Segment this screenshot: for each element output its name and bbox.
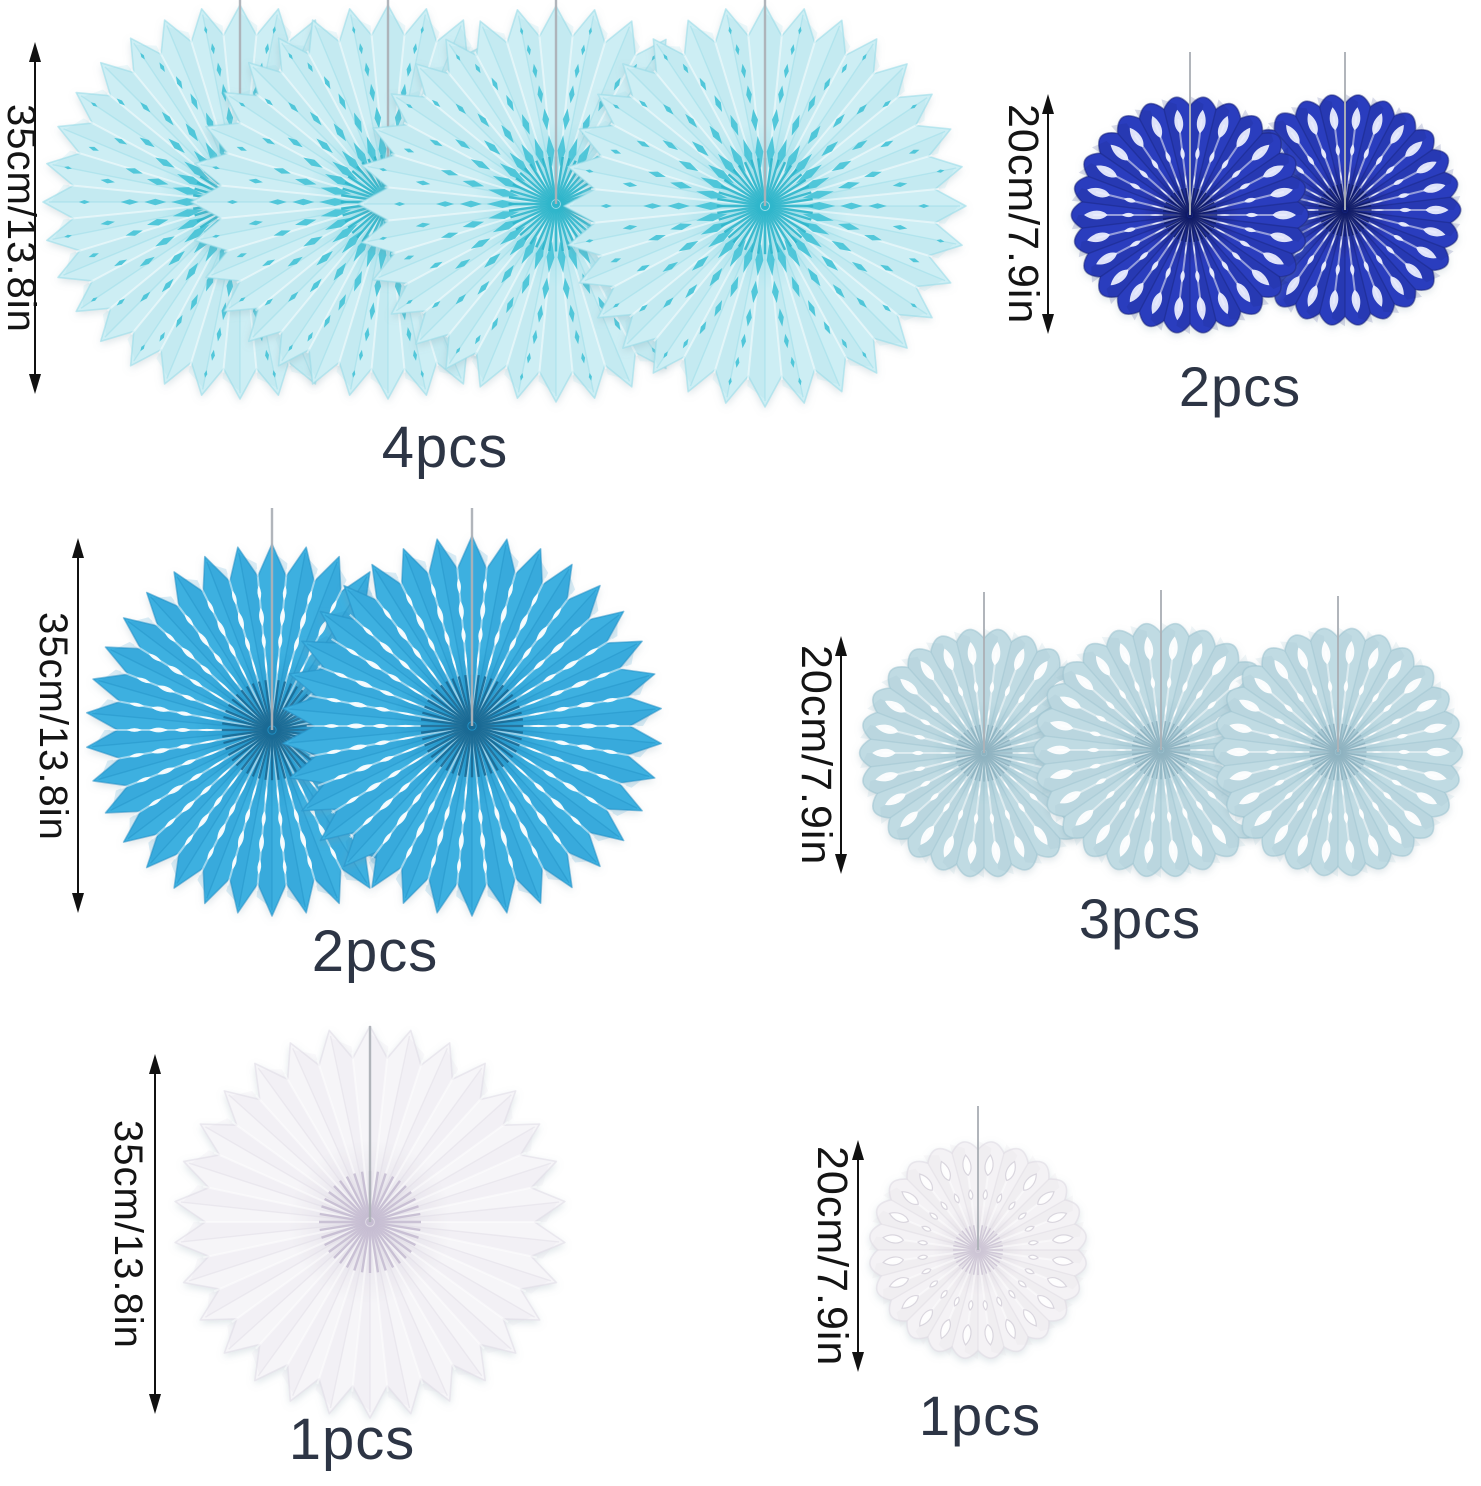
count-label: 1pcs bbox=[918, 1384, 1042, 1447]
fan-illustration-navy-small bbox=[1070, 52, 1462, 334]
paper-fan bbox=[282, 508, 662, 917]
paper-fan bbox=[868, 1106, 1088, 1360]
fan-illustration-white-large bbox=[174, 1025, 566, 1419]
fan-illustration-lightblue-small bbox=[858, 590, 1464, 878]
paper-fan bbox=[1212, 596, 1464, 877]
fan-illustration-cyan-large bbox=[42, 0, 967, 408]
count-label: 2pcs bbox=[311, 919, 439, 984]
paper-fan bbox=[1070, 52, 1310, 334]
dimension-label: 20cm/7.9in bbox=[999, 103, 1047, 325]
paper-fan bbox=[174, 1025, 566, 1419]
paper-fan bbox=[1032, 590, 1290, 878]
count-label: 4pcs bbox=[381, 415, 509, 480]
paper-fan bbox=[563, 0, 967, 408]
dimension-arrow-icon bbox=[148, 1054, 162, 1414]
count-label: 3pcs bbox=[1078, 887, 1202, 950]
dimension-label: 35cm/13.8in bbox=[31, 611, 75, 841]
fan-illustration-white-small bbox=[868, 1106, 1088, 1360]
dimension-arrow-icon bbox=[28, 42, 42, 394]
count-label: 2pcs bbox=[1178, 355, 1302, 418]
dimension-label: 20cm/7.9in bbox=[792, 644, 840, 866]
dimension-arrow-icon bbox=[1041, 94, 1055, 334]
dimension-arrow-icon bbox=[834, 636, 848, 874]
dimension-label: 20cm/7.9in bbox=[808, 1145, 856, 1367]
dimension-arrow-icon bbox=[71, 538, 85, 913]
count-label: 1pcs bbox=[288, 1407, 416, 1472]
fan-illustration-turquoise-large bbox=[86, 508, 662, 917]
dimension-label: 35cm/13.8in bbox=[106, 1119, 150, 1349]
dimension-arrow-icon bbox=[851, 1140, 865, 1372]
